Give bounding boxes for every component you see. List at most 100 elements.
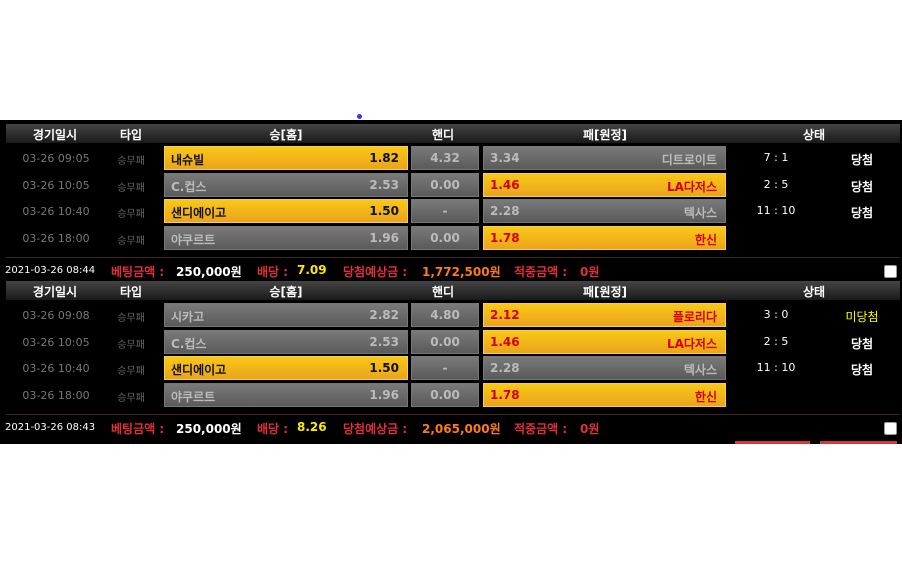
handicap-value: 0.00	[430, 334, 460, 349]
home-odds-button[interactable]: 샌디에이고 1.50	[164, 356, 408, 380]
expected-amount: 1,772,500원	[422, 265, 501, 279]
bet-amount-label: 베팅금액 :	[111, 422, 165, 436]
col-handi: 핸디	[431, 285, 455, 299]
table-row: 03-26 18:00 승무패 야쿠르트 1.96 0.00 1.78 한신	[0, 382, 902, 407]
away-odds: 2.28	[490, 204, 520, 218]
home-team: C.컵스	[171, 336, 207, 351]
away-odds-button[interactable]: 1.78 한신	[483, 382, 726, 407]
table-row: 03-26 18:00 승무패 야쿠르트 1.96 0.00 1.78 한신	[0, 225, 902, 250]
action-button-1[interactable]	[735, 441, 810, 444]
away-odds: 1.46	[490, 334, 520, 349]
home-odds-button[interactable]: C.컵스 2.53	[164, 329, 408, 354]
handicap-button[interactable]: 0.00	[411, 225, 479, 250]
away-odds-button[interactable]: 3.34 디트로이트	[483, 146, 726, 170]
away-odds-button[interactable]: 2.28 텍사스	[483, 199, 726, 223]
col-home: 승[홈]	[269, 285, 303, 299]
odds-label: 배당 :	[257, 422, 289, 436]
handicap-button[interactable]: -	[411, 356, 479, 380]
score: 2 : 5	[763, 334, 789, 348]
away-odds-button[interactable]: 2.28 텍사스	[483, 356, 726, 380]
home-odds: 2.53	[369, 177, 399, 192]
bet-type: 승무패	[117, 366, 145, 377]
bet-time: 2021-03-26 08:43	[5, 422, 96, 433]
home-team: 샌디에이고	[171, 206, 227, 220]
handicap-button[interactable]: 4.80	[411, 303, 479, 327]
score: 11 : 10	[756, 361, 796, 374]
score: 7 : 1	[763, 151, 789, 164]
odds-label: 배당 :	[257, 265, 289, 279]
home-odds: 1.82	[369, 151, 399, 165]
bet-time: 2021-03-26 08:44	[5, 265, 96, 276]
table-row: 03-26 09:05 승무패 내슈빌 1.82 4.32 3.34 디트로이트 7…	[0, 146, 902, 170]
score: 3 : 0	[763, 308, 789, 321]
handicap-value: 0.00	[430, 177, 460, 192]
bet-type: 승무패	[117, 313, 145, 324]
home-odds: 1.96	[369, 387, 399, 402]
col-handi: 핸디	[431, 128, 455, 142]
away-odds: 2.28	[490, 361, 520, 375]
away-odds-button[interactable]: 1.78 한신	[483, 225, 726, 250]
handicap-button[interactable]: 4.32	[411, 146, 479, 170]
home-team: 시카고	[171, 310, 205, 324]
match-date: 03-26 09:08	[22, 309, 90, 322]
bet-type: 승무패	[117, 209, 145, 220]
away-odds: 1.78	[490, 230, 520, 245]
result-status: 당첨	[850, 336, 874, 351]
home-odds-button[interactable]: 야쿠르트 1.96	[164, 225, 408, 250]
bet-amount: 250,000원	[176, 422, 242, 436]
match-date: 03-26 18:00	[22, 231, 90, 245]
handicap-button[interactable]: 0.00	[411, 172, 479, 197]
hit-label: 적중금액 :	[514, 265, 568, 279]
handicap-button[interactable]: 0.00	[411, 329, 479, 354]
cursor-dot	[357, 114, 362, 119]
home-odds-button[interactable]: 야쿠르트 1.96	[164, 382, 408, 407]
action-button-2[interactable]	[820, 441, 897, 444]
home-odds-button[interactable]: 시카고 2.82	[164, 303, 408, 327]
home-odds-button[interactable]: C.컵스 2.53	[164, 172, 408, 197]
handicap-button[interactable]: 0.00	[411, 382, 479, 407]
bet-amount-label: 베팅금액 :	[111, 265, 165, 279]
table-header: 경기일시 타입 승[홈] 핸디 패[원정] 상태	[6, 124, 900, 143]
handicap-button[interactable]: -	[411, 199, 479, 223]
bet-type: 승무패	[117, 235, 145, 247]
select-checkbox[interactable]	[884, 265, 897, 278]
bet-type: 승무패	[117, 339, 145, 351]
bet-type: 승무패	[117, 156, 145, 167]
result-status: 당첨	[850, 206, 874, 220]
away-odds-button[interactable]: 2.12 플로리다	[483, 303, 726, 327]
away-odds-button[interactable]: 1.46 LA다저스	[483, 172, 726, 197]
bet-type: 승무패	[117, 182, 145, 194]
away-team: LA다저스	[666, 336, 717, 351]
home-team: 내슈빌	[171, 153, 205, 167]
select-checkbox[interactable]	[884, 422, 897, 435]
handicap-value: 4.80	[430, 308, 460, 322]
home-odds: 1.96	[369, 230, 399, 245]
home-odds: 2.82	[369, 308, 399, 322]
result-status: 당첨	[850, 363, 874, 377]
away-odds: 1.78	[490, 387, 520, 402]
expected-label: 당첨예상금 :	[343, 265, 408, 279]
col-date: 경기일시	[32, 128, 78, 142]
score: 2 : 5	[763, 177, 789, 191]
col-status: 상태	[802, 285, 826, 299]
away-odds-button[interactable]: 1.46 LA다저스	[483, 329, 726, 354]
table-row: 03-26 10:05 승무패 C.컵스 2.53 0.00 1.46 LA다저스 …	[0, 172, 902, 197]
bet-summary: 2021-03-26 08:43 베팅금액 : 250,000원 배당 : 8.…	[0, 420, 902, 440]
match-date: 03-26 10:40	[22, 362, 90, 375]
result-status: 당첨	[850, 179, 874, 194]
match-date: 03-26 18:00	[22, 388, 90, 402]
away-odds: 1.46	[490, 177, 520, 192]
away-odds: 3.34	[490, 151, 520, 165]
home-odds: 1.50	[369, 361, 399, 375]
away-odds: 2.12	[490, 308, 520, 322]
divider	[6, 257, 900, 258]
home-odds-button[interactable]: 내슈빌 1.82	[164, 146, 408, 170]
col-date: 경기일시	[32, 285, 78, 299]
handicap-value: -	[442, 204, 448, 218]
hit-amount: 0원	[580, 265, 600, 279]
total-odds: 7.09	[297, 263, 327, 277]
bet-amount: 250,000원	[176, 265, 242, 279]
home-odds-button[interactable]: 샌디에이고 1.50	[164, 199, 408, 223]
col-type: 타입	[119, 128, 143, 142]
result-status: 미당첨	[845, 310, 879, 324]
